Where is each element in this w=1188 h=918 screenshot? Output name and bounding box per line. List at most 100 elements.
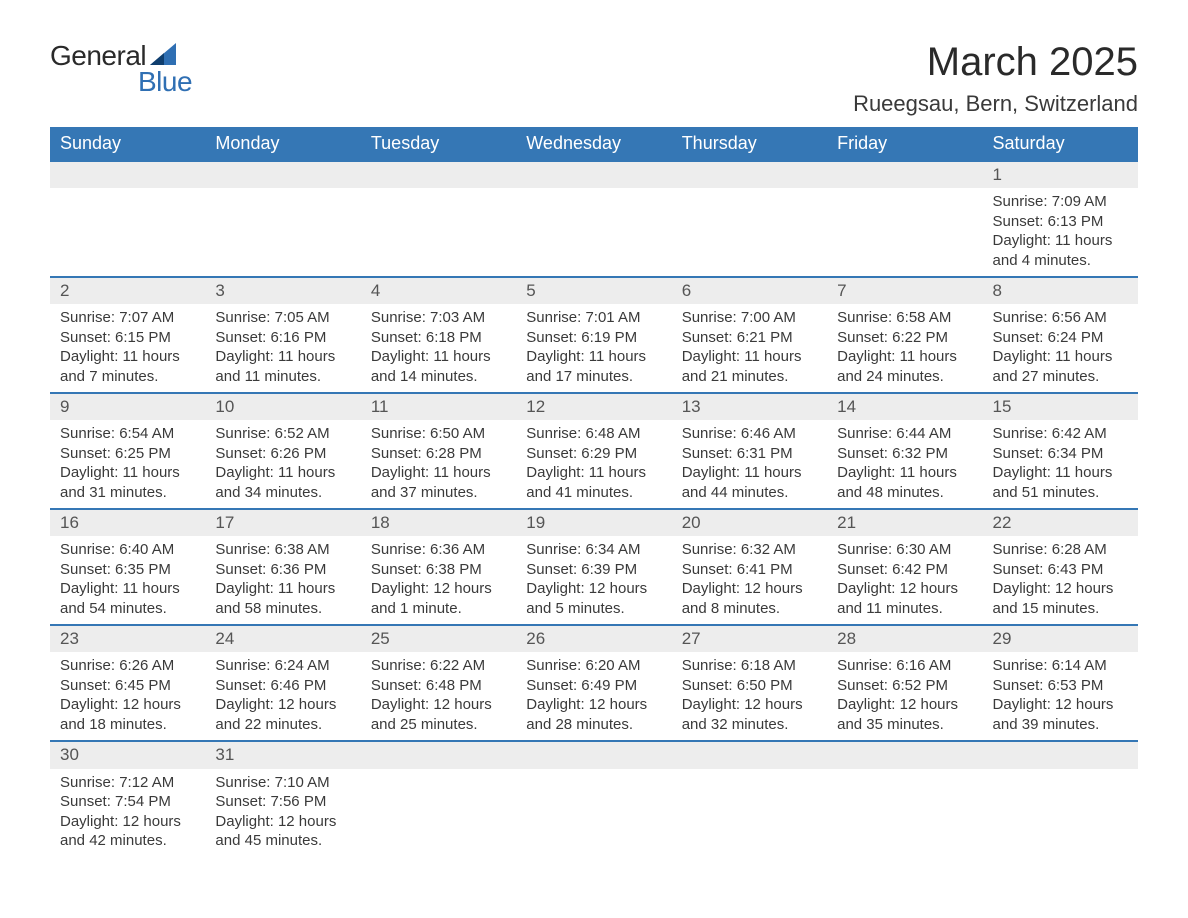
day-number-cell: 7 [827,277,982,304]
day-number-cell: 20 [672,509,827,536]
daylight-text: Daylight: 12 hours and 28 minutes. [526,695,661,734]
day-detail-cell: Sunrise: 7:10 AMSunset: 7:56 PMDaylight:… [205,769,360,857]
day-detail-cell [672,188,827,277]
day-detail-cell: Sunrise: 7:05 AMSunset: 6:16 PMDaylight:… [205,304,360,393]
day-number-cell: 15 [983,393,1138,420]
day-header: Thursday [672,127,827,161]
sunrise-text: Sunrise: 6:24 AM [215,656,350,676]
day-number-cell: 23 [50,625,205,652]
day-detail-cell [361,188,516,277]
sunrise-text: Sunrise: 6:40 AM [60,540,195,560]
logo-word-2: Blue [138,66,192,98]
week-detail-row: Sunrise: 7:09 AMSunset: 6:13 PMDaylight:… [50,188,1138,277]
sunrise-text: Sunrise: 6:14 AM [993,656,1128,676]
sunset-text: Sunset: 6:52 PM [837,676,972,696]
daylight-text: Daylight: 12 hours and 5 minutes. [526,579,661,618]
day-detail-cell: Sunrise: 6:36 AMSunset: 6:38 PMDaylight:… [361,536,516,625]
week-daynum-row: 23242526272829 [50,625,1138,652]
day-detail-cell: Sunrise: 6:32 AMSunset: 6:41 PMDaylight:… [672,536,827,625]
day-number-cell [983,741,1138,768]
day-detail-cell [516,769,671,857]
sunrise-text: Sunrise: 6:48 AM [526,424,661,444]
day-number-cell [50,161,205,188]
day-detail-cell: Sunrise: 6:22 AMSunset: 6:48 PMDaylight:… [361,652,516,741]
day-detail-cell [827,188,982,277]
sunrise-text: Sunrise: 6:38 AM [215,540,350,560]
day-number-cell: 13 [672,393,827,420]
day-detail-cell: Sunrise: 7:01 AMSunset: 6:19 PMDaylight:… [516,304,671,393]
day-number-cell [516,741,671,768]
daylight-text: Daylight: 12 hours and 15 minutes. [993,579,1128,618]
day-detail-cell: Sunrise: 6:14 AMSunset: 6:53 PMDaylight:… [983,652,1138,741]
day-detail-cell: Sunrise: 6:20 AMSunset: 6:49 PMDaylight:… [516,652,671,741]
month-title: March 2025 [853,40,1138,85]
day-number-cell: 10 [205,393,360,420]
day-detail-cell: Sunrise: 6:38 AMSunset: 6:36 PMDaylight:… [205,536,360,625]
sunset-text: Sunset: 6:42 PM [837,560,972,580]
sunrise-text: Sunrise: 6:32 AM [682,540,817,560]
day-number-cell [827,741,982,768]
daylight-text: Daylight: 11 hours and 31 minutes. [60,463,195,502]
sunrise-text: Sunrise: 6:36 AM [371,540,506,560]
sunset-text: Sunset: 7:54 PM [60,792,195,812]
week-daynum-row: 9101112131415 [50,393,1138,420]
day-number-cell [672,741,827,768]
sunrise-text: Sunrise: 7:00 AM [682,308,817,328]
daylight-text: Daylight: 11 hours and 51 minutes. [993,463,1128,502]
day-detail-cell: Sunrise: 6:56 AMSunset: 6:24 PMDaylight:… [983,304,1138,393]
day-number-cell: 12 [516,393,671,420]
sunset-text: Sunset: 6:45 PM [60,676,195,696]
sunset-text: Sunset: 6:26 PM [215,444,350,464]
sunrise-text: Sunrise: 7:09 AM [993,192,1128,212]
daylight-text: Daylight: 11 hours and 44 minutes. [682,463,817,502]
day-detail-cell [516,188,671,277]
daylight-text: Daylight: 12 hours and 11 minutes. [837,579,972,618]
daylight-text: Daylight: 11 hours and 58 minutes. [215,579,350,618]
week-detail-row: Sunrise: 7:12 AMSunset: 7:54 PMDaylight:… [50,769,1138,857]
daylight-text: Daylight: 11 hours and 21 minutes. [682,347,817,386]
day-number-cell: 31 [205,741,360,768]
daylight-text: Daylight: 11 hours and 54 minutes. [60,579,195,618]
day-detail-cell: Sunrise: 6:18 AMSunset: 6:50 PMDaylight:… [672,652,827,741]
sunrise-text: Sunrise: 6:34 AM [526,540,661,560]
week-daynum-row: 1 [50,161,1138,188]
sunrise-text: Sunrise: 6:30 AM [837,540,972,560]
day-number-cell: 11 [361,393,516,420]
day-detail-cell: Sunrise: 6:54 AMSunset: 6:25 PMDaylight:… [50,420,205,509]
day-number-cell: 27 [672,625,827,652]
sunset-text: Sunset: 6:53 PM [993,676,1128,696]
day-detail-cell: Sunrise: 6:40 AMSunset: 6:35 PMDaylight:… [50,536,205,625]
week-daynum-row: 16171819202122 [50,509,1138,536]
sunset-text: Sunset: 6:32 PM [837,444,972,464]
day-detail-cell: Sunrise: 7:07 AMSunset: 6:15 PMDaylight:… [50,304,205,393]
sunrise-text: Sunrise: 7:10 AM [215,773,350,793]
day-number-cell: 19 [516,509,671,536]
location: Rueegsau, Bern, Switzerland [853,91,1138,117]
day-detail-cell: Sunrise: 6:46 AMSunset: 6:31 PMDaylight:… [672,420,827,509]
sunset-text: Sunset: 6:13 PM [993,212,1128,232]
sunset-text: Sunset: 6:49 PM [526,676,661,696]
day-number-cell: 1 [983,161,1138,188]
daylight-text: Daylight: 12 hours and 1 minute. [371,579,506,618]
day-detail-cell [50,188,205,277]
daylight-text: Daylight: 11 hours and 48 minutes. [837,463,972,502]
sunrise-text: Sunrise: 6:22 AM [371,656,506,676]
daylight-text: Daylight: 12 hours and 22 minutes. [215,695,350,734]
sunset-text: Sunset: 6:35 PM [60,560,195,580]
daylight-text: Daylight: 11 hours and 17 minutes. [526,347,661,386]
sunrise-text: Sunrise: 7:05 AM [215,308,350,328]
day-number-cell: 21 [827,509,982,536]
day-number-cell: 16 [50,509,205,536]
day-number-cell: 25 [361,625,516,652]
sunset-text: Sunset: 6:22 PM [837,328,972,348]
sunset-text: Sunset: 6:24 PM [993,328,1128,348]
daylight-text: Daylight: 11 hours and 24 minutes. [837,347,972,386]
day-number-cell: 29 [983,625,1138,652]
sunset-text: Sunset: 6:34 PM [993,444,1128,464]
day-detail-cell: Sunrise: 6:28 AMSunset: 6:43 PMDaylight:… [983,536,1138,625]
day-number-cell: 24 [205,625,360,652]
day-detail-cell: Sunrise: 6:50 AMSunset: 6:28 PMDaylight:… [361,420,516,509]
day-detail-cell [672,769,827,857]
day-number-cell: 2 [50,277,205,304]
sunset-text: Sunset: 6:39 PM [526,560,661,580]
